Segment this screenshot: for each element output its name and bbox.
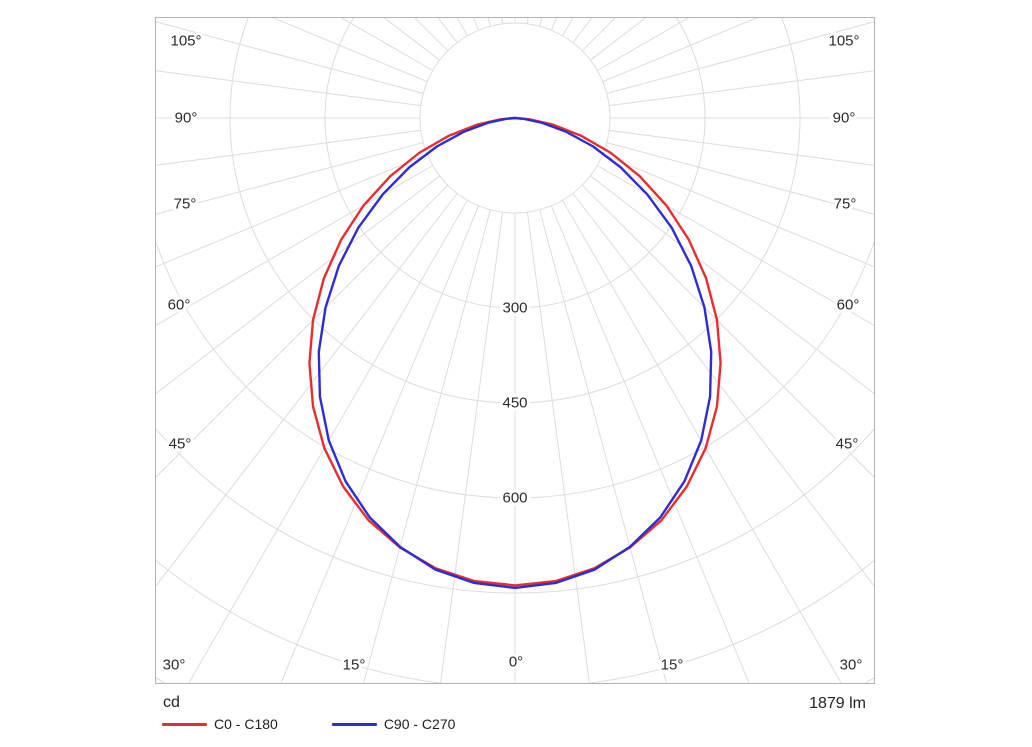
- angle-gridline: [156, 21, 424, 94]
- radial-tick-label: 300: [502, 300, 527, 317]
- angle-tick-label: 75°: [174, 196, 197, 213]
- angle-tick-label: 45°: [836, 436, 859, 453]
- angle-gridline: [156, 175, 440, 395]
- angle-gridline: [156, 193, 458, 587]
- angle-gridline: [156, 184, 449, 478]
- angle-gridline: [156, 153, 428, 268]
- legend-label: C0 - C180: [214, 716, 278, 732]
- angle-gridline: [606, 21, 874, 94]
- legend: C0 - C180 C90 - C270: [162, 714, 509, 734]
- angle-gridline: [473, 18, 480, 31]
- angle-gridline: [572, 193, 874, 587]
- angle-tick-label: 30°: [840, 657, 863, 674]
- luminous-flux-label: 1879 lm: [809, 695, 866, 712]
- angle-gridline: [440, 212, 504, 683]
- angle-gridline: [562, 200, 842, 683]
- angle-tick-label: 90°: [175, 110, 198, 127]
- angle-gridline: [597, 165, 874, 326]
- angle-gridline: [602, 18, 758, 83]
- angle-tick-label: 45°: [169, 436, 192, 453]
- angle-tick-label: 15°: [661, 657, 684, 674]
- angle-gridline: [487, 18, 491, 27]
- radial-gridline-circle: [324, 18, 706, 309]
- angle-gridline: [501, 18, 504, 24]
- angle-gridline: [156, 142, 424, 215]
- angle-gridline: [156, 129, 421, 166]
- angle-tick-label: 30°: [163, 657, 186, 674]
- polar-chart-svg: 300 450 600 0° 15° 15° 30° 30° 45° 45° 60° 60° 75° 75…: [156, 18, 874, 683]
- angle-gridline: [272, 18, 428, 83]
- angle-gridline: [280, 205, 480, 683]
- legend-label: C90 - C270: [383, 716, 456, 732]
- angle-gridline: [156, 165, 433, 326]
- angle-gridline: [539, 209, 667, 683]
- angle-tick-label: 60°: [837, 297, 860, 314]
- angle-tick-label: 105°: [828, 33, 859, 50]
- angle-gridline: [526, 18, 529, 24]
- angle-gridline: [188, 200, 468, 683]
- angle-gridline: [602, 153, 874, 268]
- legend-item-c0-c180: C0 - C180: [162, 716, 278, 732]
- angle-tick-label: 0°: [509, 654, 523, 671]
- legend-item-c90-c270: C90 - C270: [331, 716, 456, 732]
- intensity-curve-C0-C180: [308, 116, 722, 587]
- legend-swatch-blue-line-icon: [331, 722, 377, 726]
- angle-gridline: [456, 18, 468, 36]
- angle-gridline: [550, 205, 750, 683]
- radial-gridline-circle: [156, 428, 874, 594]
- angle-tick-label: 60°: [168, 297, 191, 314]
- angle-tick-label: 105°: [170, 33, 201, 50]
- angle-tick-label: 90°: [833, 110, 856, 127]
- angle-gridline: [363, 209, 491, 683]
- angle-gridline: [609, 70, 874, 107]
- radial-gridline-circle: [419, 22, 611, 214]
- angle-gridline: [550, 18, 557, 31]
- angle-gridline: [606, 142, 874, 215]
- angle-gridline: [562, 18, 574, 36]
- angle-gridline: [526, 212, 590, 683]
- radial-tick-label: 450: [502, 395, 527, 412]
- angle-tick-label: 75°: [834, 196, 857, 213]
- intensity-curve-C90-C270: [317, 116, 713, 590]
- angle-gridline: [539, 18, 543, 27]
- units-label: cd: [163, 694, 180, 711]
- angle-gridline: [609, 129, 874, 166]
- angle-gridline: [156, 70, 421, 107]
- legend-swatch-red-line-icon: [162, 722, 207, 726]
- angle-tick-label: 15°: [343, 657, 366, 674]
- radial-tick-label: 600: [502, 490, 527, 507]
- angle-gridline: [590, 175, 874, 395]
- radial-gridline-circle: [156, 240, 874, 499]
- angle-gridline: [581, 184, 874, 478]
- radial-gridline-circle: [229, 18, 801, 404]
- polar-chart-area: 300 450 600 0° 15° 15° 30° 30° 45° 45° 60° 60° 75° 75…: [155, 17, 875, 684]
